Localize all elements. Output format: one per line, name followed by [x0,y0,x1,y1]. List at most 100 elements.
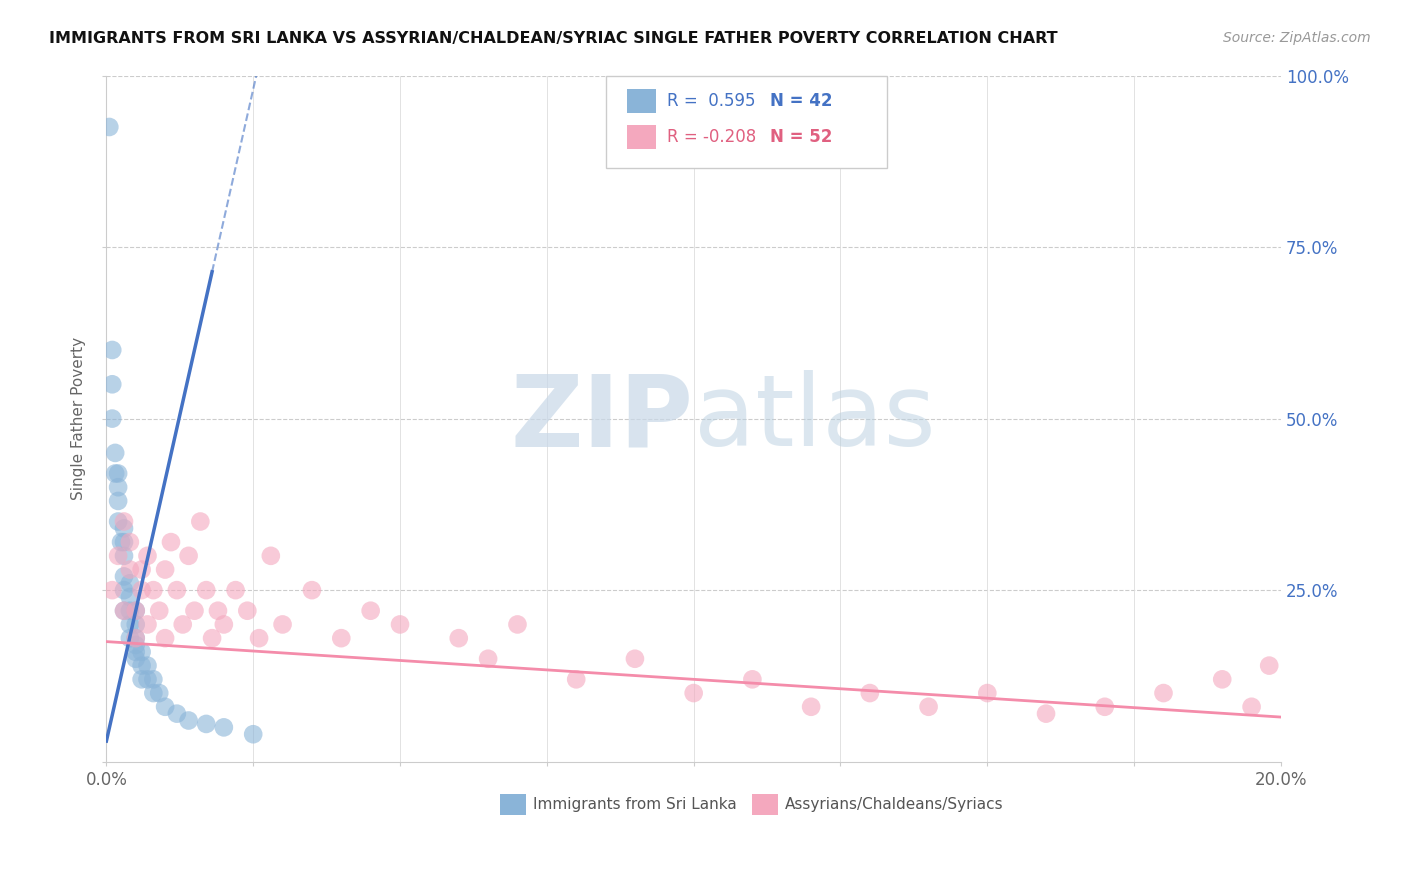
Point [160,535,183,549]
Point [112,604,135,618]
Point [195,583,218,598]
Point [172,617,194,632]
Point [142,583,165,598]
Point [148,604,170,618]
Point [242,727,264,741]
Y-axis label: Single Father Poverty: Single Father Poverty [72,337,86,500]
Point [131,645,153,659]
Point [682,686,704,700]
Point [301,583,323,598]
Point [112,549,135,563]
Point [112,521,135,535]
Text: R =  0.595: R = 0.595 [666,92,755,110]
Point [107,494,129,508]
Point [166,706,188,721]
Point [112,604,135,618]
Point [1035,706,1057,721]
Point [917,699,939,714]
Text: Assyrians/Chaldeans/Syriacs: Assyrians/Chaldeans/Syriacs [786,797,1004,812]
Point [212,617,235,632]
Point [153,563,176,577]
Point [125,631,148,645]
FancyBboxPatch shape [606,76,887,169]
Point [207,604,229,618]
Point [136,673,159,687]
Point [125,631,148,645]
Text: N = 42: N = 42 [770,92,832,110]
Point [125,645,148,659]
Point [118,631,141,645]
Point [153,699,176,714]
Point [118,617,141,632]
Point [118,563,141,577]
Point [183,604,205,618]
Point [131,658,153,673]
Point [107,515,129,529]
Point [125,652,148,666]
Point [212,720,235,734]
Point [125,638,148,652]
Point [195,717,218,731]
Text: R = -0.208: R = -0.208 [666,128,756,146]
Point [624,652,647,666]
FancyBboxPatch shape [501,794,526,814]
Point [136,617,159,632]
Point [976,686,998,700]
FancyBboxPatch shape [752,794,779,814]
Point [153,631,176,645]
Point [859,686,882,700]
Point [131,583,153,598]
Point [188,515,211,529]
Point [107,480,129,494]
Point [101,377,124,392]
Point [800,699,823,714]
Point [330,631,353,645]
Point [389,617,412,632]
Point [177,714,200,728]
Text: Immigrants from Sri Lanka: Immigrants from Sri Lanka [533,797,737,812]
Point [101,343,124,357]
Point [131,563,153,577]
Point [125,604,148,618]
Point [142,673,165,687]
Point [118,590,141,604]
Point [565,673,588,687]
Point [118,604,141,618]
Point [506,617,529,632]
Point [225,583,247,598]
Point [112,535,135,549]
Point [112,515,135,529]
Point [1211,673,1233,687]
Point [1240,699,1263,714]
Point [236,604,259,618]
Point [125,604,148,618]
Point [1258,658,1281,673]
Point [142,686,165,700]
Point [1153,686,1175,700]
Point [260,549,283,563]
Point [118,535,141,549]
Point [741,673,763,687]
Point [131,673,153,687]
Text: IMMIGRANTS FROM SRI LANKA VS ASSYRIAN/CHALDEAN/SYRIAC SINGLE FATHER POVERTY CORR: IMMIGRANTS FROM SRI LANKA VS ASSYRIAN/CH… [49,31,1057,46]
Point [136,658,159,673]
Text: N = 52: N = 52 [770,128,832,146]
Point [101,583,124,598]
Point [447,631,470,645]
Point [101,411,124,425]
Point [107,467,129,481]
Point [107,549,129,563]
FancyBboxPatch shape [627,125,657,149]
Point [201,631,224,645]
Point [118,576,141,591]
Point [104,446,127,460]
Point [247,631,270,645]
Text: atlas: atlas [693,370,935,467]
Point [110,535,132,549]
Point [98,120,121,134]
Point [125,617,148,632]
Text: Source: ZipAtlas.com: Source: ZipAtlas.com [1223,31,1371,45]
Point [136,549,159,563]
Point [177,549,200,563]
Point [1094,699,1116,714]
